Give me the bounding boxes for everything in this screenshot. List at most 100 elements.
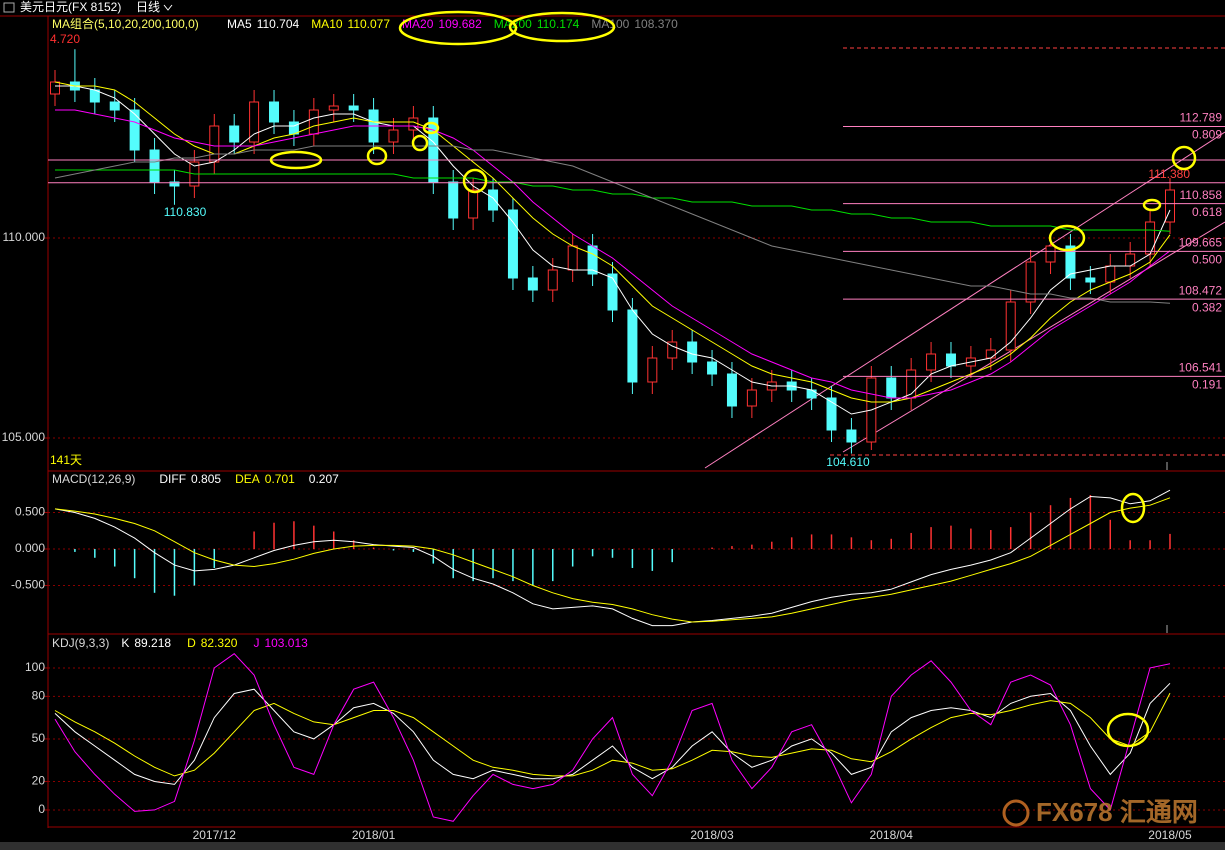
legend-name: MA20 (402, 17, 434, 31)
channel-line (704, 131, 1225, 469)
candle-body (388, 129, 399, 143)
y-tick-label: 50 (32, 731, 46, 745)
x-tick-label: 2017/12 (193, 828, 237, 842)
candle-body (1145, 221, 1156, 255)
legend-value: 110.077 (348, 17, 391, 31)
highlight-circle (411, 134, 429, 152)
scrollbar[interactable] (0, 842, 1225, 850)
candle-body (109, 101, 120, 111)
candle-body (149, 149, 160, 183)
highlight-circle (1142, 198, 1162, 212)
candle-body (1085, 277, 1096, 283)
legend-value: 0.701 (265, 472, 295, 486)
highlight-circle (398, 10, 518, 46)
legend-value: 110.704 (257, 17, 300, 31)
y-tick-label: 100 (25, 660, 45, 674)
highlight-circle (1106, 712, 1150, 748)
indicator-line (54, 682, 1171, 785)
candle-body (229, 125, 240, 143)
candle-body (308, 109, 319, 135)
candle-body (448, 181, 459, 219)
legend-value: 82.320 (201, 636, 238, 650)
indicator-line (54, 692, 1171, 777)
ma-line (55, 169, 1171, 232)
ma-line (55, 85, 1171, 415)
x-tick-label: 2018/04 (870, 828, 914, 842)
candle-body (746, 389, 757, 407)
legend-name: MA10 (311, 17, 343, 31)
y-tick-label: 20 (32, 774, 46, 788)
highlight-circle (366, 146, 388, 166)
candle-body (169, 181, 180, 187)
annotations (269, 10, 1197, 748)
legend-name: MA5 (227, 17, 252, 31)
candle-body (209, 125, 220, 163)
dropdown-icon[interactable] (163, 4, 173, 11)
candle-body (328, 105, 339, 111)
candle-body (945, 353, 956, 367)
annotation: 104.610 (826, 455, 870, 469)
fib-price-label: 110.858 (1180, 188, 1223, 202)
legend-value: 108.370 (634, 17, 678, 31)
fib-price-label: 111.380 (1148, 167, 1190, 181)
candle-body (667, 341, 678, 359)
candle-body (507, 209, 518, 279)
candle-body (985, 349, 996, 359)
instrument-title: 美元日元(FX 8152) (20, 0, 121, 14)
x-tick-label: 2018/03 (690, 828, 734, 842)
x-tick-label: 2018/01 (352, 828, 396, 842)
candle-body (269, 101, 280, 123)
candle-body (806, 389, 817, 399)
candle-body (926, 353, 937, 371)
candle-body (488, 189, 499, 211)
y-tick-label: 0.000 (15, 541, 45, 555)
fib-ratio-label: 0.618 (1192, 205, 1222, 219)
legend-name: MA100 (591, 17, 629, 31)
candle-body (1045, 245, 1056, 263)
watermark: FX678 汇通网 (1036, 797, 1198, 827)
fib-price-label: 108.472 (1179, 283, 1223, 297)
indicator-line (54, 497, 1171, 623)
candle-body (468, 189, 479, 219)
fib-price-label: 106.541 (1179, 361, 1223, 375)
candle-body (1165, 189, 1175, 223)
candle-body (428, 117, 439, 183)
fib-price-label: 109.665 (1179, 236, 1223, 250)
legend-value: 0.207 (309, 472, 339, 486)
legend-value: 0.805 (191, 472, 221, 486)
annotation: 110.830 (164, 205, 207, 219)
fib-ratio-label: 0.382 (1192, 300, 1222, 314)
legend-value: 103.013 (264, 636, 308, 650)
indicator-label[interactable]: MA组合(5,10,20,200,100,0) (52, 16, 199, 31)
candle-body (567, 245, 578, 271)
y-tick-label: 80 (32, 689, 46, 703)
candle-body (348, 105, 359, 111)
ma-line (54, 145, 1171, 304)
legend-name: J (253, 636, 259, 650)
highlight-circle (1171, 145, 1197, 171)
candle-body (1105, 265, 1116, 283)
indicator-title: KDJ(9,3,3) (52, 636, 109, 650)
indicator-line (54, 653, 1171, 822)
window-icon (3, 2, 15, 13)
candle-body (826, 397, 837, 431)
candle-body (50, 81, 60, 95)
ma-line (54, 81, 1171, 403)
candle-body (607, 273, 618, 311)
period-selector[interactable]: 日线 (136, 0, 160, 14)
highlight-circle (1048, 224, 1086, 252)
highlight-circle (462, 168, 488, 194)
highlight-circle (1120, 492, 1146, 524)
candle-body (1065, 245, 1076, 279)
annotation: 4.720 (50, 32, 80, 46)
annotation: 141天 (50, 453, 82, 467)
highlight-circle (508, 11, 616, 43)
channel-line (842, 221, 1225, 453)
y-tick-label: 0.500 (15, 505, 45, 519)
y-tick-label: 105.000 (2, 430, 46, 444)
y-tick-label: 110.000 (3, 230, 46, 244)
legend-name: D (187, 636, 196, 650)
